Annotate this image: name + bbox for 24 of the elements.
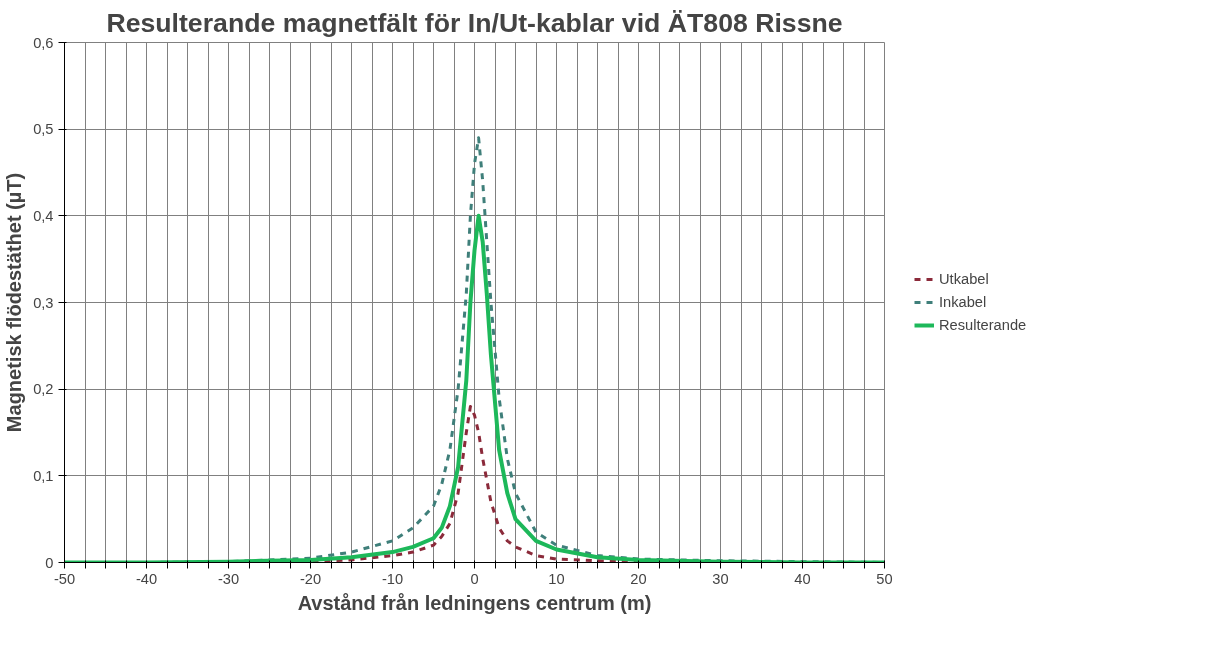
x-axis-title: Avstånd från ledningens centrum (m): [297, 591, 652, 614]
y-tick-label: 0,1: [33, 467, 54, 484]
y-tick-label: 0,4: [33, 207, 54, 224]
y-tick-label: 0,5: [33, 121, 54, 138]
legend-label: Resulterande: [939, 317, 1027, 333]
x-tick-label: -10: [381, 570, 404, 587]
x-tick-label: -40: [135, 570, 158, 587]
legend-label: Inkabel: [939, 294, 987, 310]
y-tick-label: 0,2: [33, 381, 54, 398]
y-tick-label: 0: [45, 554, 54, 571]
x-tick-label: 10: [548, 570, 565, 587]
x-tick-label: 40: [794, 570, 811, 587]
x-tick-label: -20: [299, 570, 322, 587]
y-axis-title: Magnetisk flödestäthet (µT): [3, 172, 26, 433]
y-tick-label: 0,3: [33, 294, 54, 311]
y-tick-label: 0,6: [33, 34, 54, 51]
chart-title: Resulterande magnetfält för In/Ut-kablar vid ÄT808 Rissne: [106, 7, 843, 38]
x-tick-label: -30: [217, 570, 240, 587]
x-tick-label: 0: [470, 570, 479, 587]
legend-label: Utkabel: [939, 271, 989, 287]
x-tick-label: 50: [876, 570, 893, 587]
x-tick-label: 30: [712, 570, 729, 587]
x-tick-label: 20: [630, 570, 647, 587]
x-tick-label: -50: [53, 570, 76, 587]
